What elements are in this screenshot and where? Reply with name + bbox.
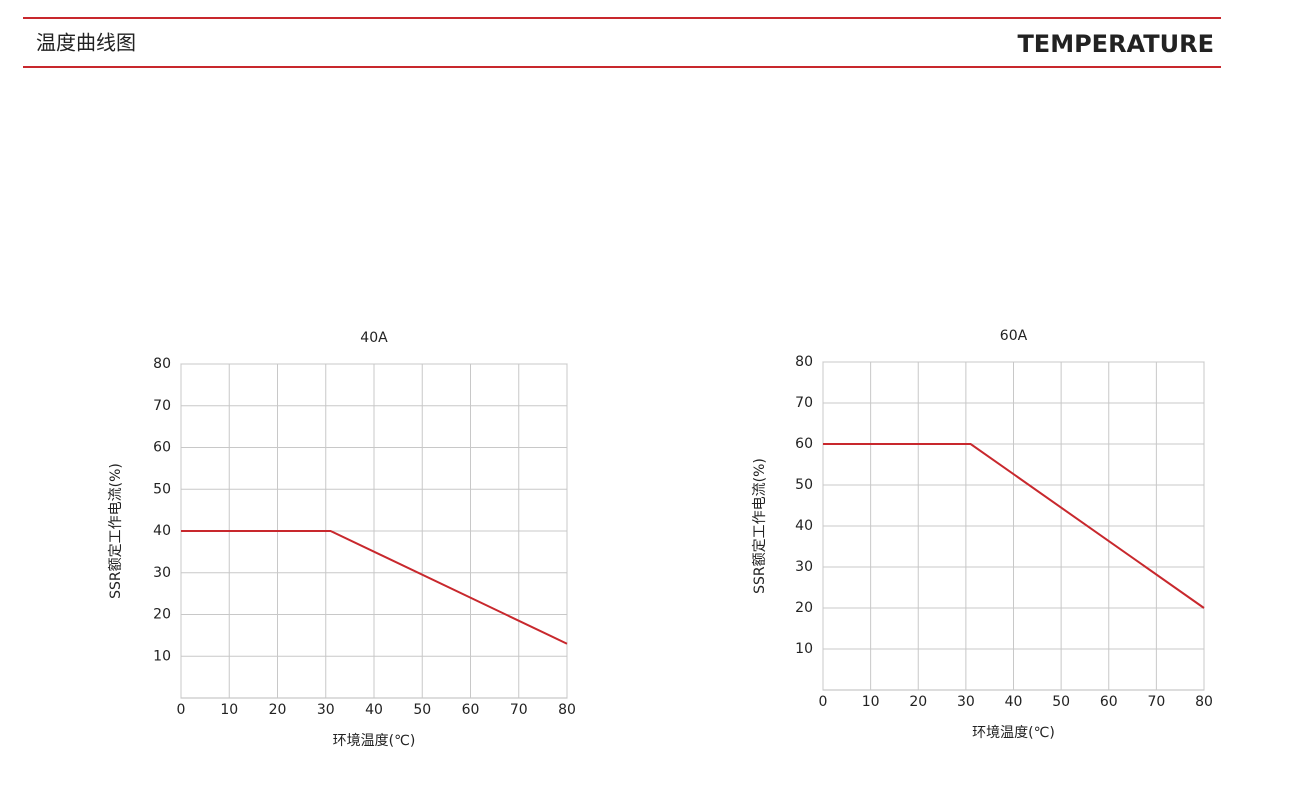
y-tick-label: 10: [795, 641, 813, 657]
y-tick-label: 80: [153, 356, 171, 372]
x-tick-label: 30: [957, 694, 975, 710]
x-tick-label: 20: [269, 702, 287, 718]
y-tick-label: 50: [153, 481, 171, 497]
y-tick-label: 10: [153, 648, 171, 664]
y-tick-label: 60: [153, 440, 171, 456]
x-tick-label: 70: [510, 702, 528, 718]
x-tick-label: 0: [177, 702, 186, 718]
y-tick-label: 20: [153, 607, 171, 623]
x-tick-label: 50: [1052, 694, 1070, 710]
x-tick-label: 60: [462, 702, 480, 718]
x-tick-label: 40: [1005, 694, 1023, 710]
x-tick-label: 60: [1100, 694, 1118, 710]
y-tick-label: 40: [795, 518, 813, 534]
y-tick-label: 70: [153, 398, 171, 414]
y-tick-label: 70: [795, 395, 813, 411]
y-tick-label: 20: [795, 600, 813, 616]
chart-title: 40A: [360, 330, 388, 346]
x-tick-label: 20: [909, 694, 927, 710]
y-axis-label: SSR额定工作电流(%): [752, 458, 768, 594]
x-tick-label: 40: [365, 702, 383, 718]
y-tick-label: 40: [153, 523, 171, 539]
y-tick-label: 30: [795, 559, 813, 575]
x-axis-label: 环境温度(℃): [333, 733, 416, 749]
y-tick-label: 60: [795, 436, 813, 452]
y-tick-label: 50: [795, 477, 813, 493]
data-line: [823, 443, 1205, 609]
page-title: 温度曲线图: [36, 31, 136, 55]
x-tick-label: 0: [819, 694, 828, 710]
y-tick-label: 30: [153, 565, 171, 581]
page-title-en: TEMPERATURE: [1017, 30, 1214, 58]
x-axis-label: 环境温度(℃): [972, 725, 1055, 741]
y-tick-label: 80: [795, 354, 813, 370]
x-tick-label: 80: [1195, 694, 1213, 710]
data-line: [181, 530, 568, 645]
x-tick-label: 50: [413, 702, 431, 718]
x-tick-label: 10: [862, 694, 880, 710]
x-tick-label: 10: [220, 702, 238, 718]
x-tick-label: 80: [558, 702, 576, 718]
chart-title: 60A: [1000, 328, 1028, 344]
x-tick-label: 70: [1147, 694, 1165, 710]
y-axis-label: SSR额定工作电流(%): [108, 463, 124, 599]
x-tick-label: 30: [317, 702, 335, 718]
